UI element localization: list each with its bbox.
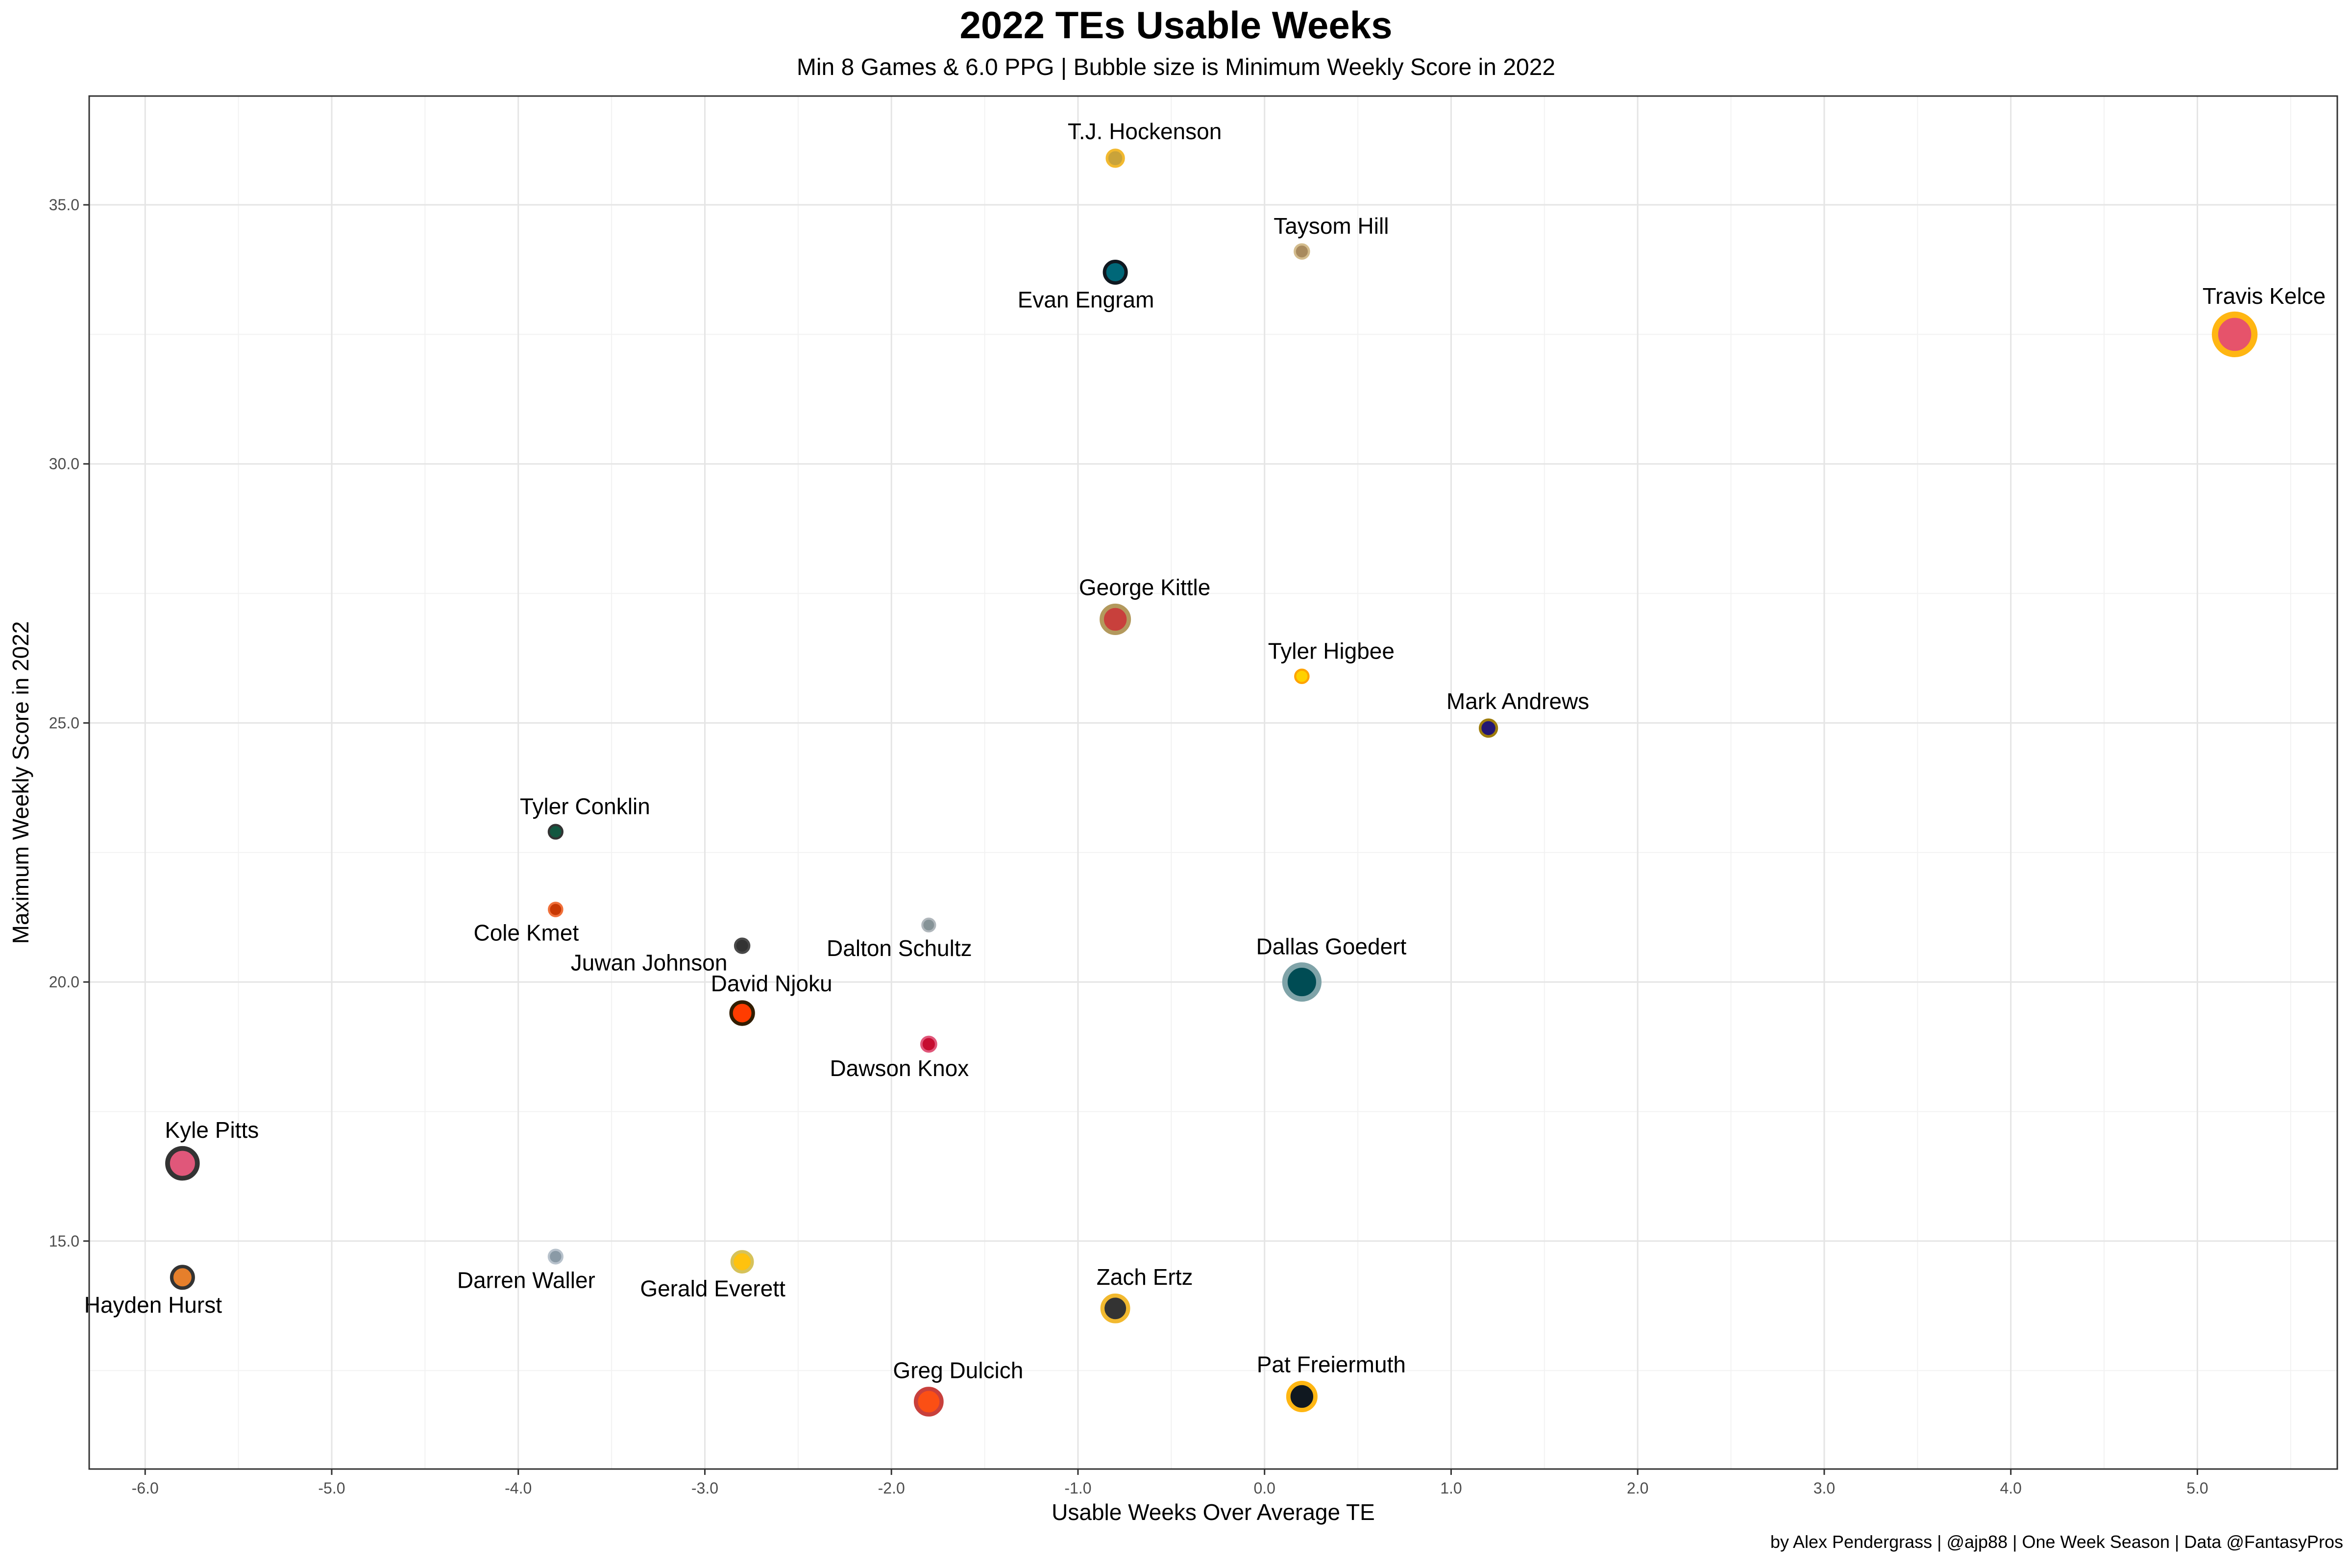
- point-label: Tyler Conklin: [520, 794, 650, 819]
- point-label: Gerald Everett: [640, 1276, 785, 1301]
- y-tick-label: 35.0: [49, 196, 79, 214]
- point-label: Kyle Pitts: [165, 1117, 259, 1143]
- point-label: David Njoku: [711, 971, 833, 996]
- data-point: [1294, 668, 1310, 685]
- point-label: Dallas Goedert: [1256, 933, 1406, 959]
- point-labels: T.J. Hockenson Taysom Hill Evan Engram Trav…: [84, 119, 2326, 1383]
- point-label: T.J. Hockenson: [1068, 119, 1222, 144]
- data-points: [165, 148, 2258, 1417]
- data-point: [1105, 148, 1125, 168]
- point-label: Zach Ertz: [1097, 1264, 1193, 1290]
- data-point: [921, 917, 936, 932]
- chart-title: 2022 TEs Usable Weeks: [959, 3, 1393, 47]
- data-point: [729, 1000, 755, 1026]
- x-axis-ticks: -6.0 -5.0 -4.0 -3.0 -2.0 -1.0 0.0 1.0 2.0 3.0 4.0 5…: [132, 1469, 2208, 1497]
- x-tick-label: 2.0: [1627, 1479, 1648, 1497]
- data-point: [1102, 259, 1128, 285]
- x-tick-label: 0.0: [1253, 1479, 1275, 1497]
- x-tick-label: -6.0: [132, 1479, 159, 1497]
- y-axis-ticks: 15.0 20.0 25.0 30.0 35.0: [49, 196, 89, 1250]
- data-point: [165, 1146, 200, 1181]
- x-tick-label: 3.0: [1813, 1479, 1835, 1497]
- x-tick-label: 1.0: [1440, 1479, 1462, 1497]
- x-tick-label: -4.0: [505, 1479, 532, 1497]
- minor-gridlines: [89, 96, 2337, 1469]
- point-label: Juwan Johnson: [571, 950, 728, 976]
- data-point: [920, 1035, 937, 1053]
- data-point: [1100, 1293, 1130, 1323]
- point-label: George Kittle: [1079, 574, 1210, 600]
- data-point: [734, 937, 751, 954]
- x-axis-title: Usable Weeks Over Average TE: [1052, 1499, 1375, 1525]
- point-label: Evan Engram: [1018, 287, 1154, 313]
- data-point: [547, 1249, 564, 1265]
- y-tick-label: 30.0: [49, 455, 79, 473]
- data-point: [1282, 962, 1322, 1002]
- chart-subtitle: Min 8 Games & 6.0 PPG | Bubble size is M…: [796, 54, 1556, 80]
- point-label: Dalton Schultz: [827, 935, 972, 961]
- point-label: Taysom Hill: [1274, 213, 1389, 239]
- chart-caption: by Alex Pendergrass | @ajp88 | One Week …: [1770, 1532, 2343, 1552]
- x-tick-label: -5.0: [318, 1479, 345, 1497]
- data-point: [1294, 243, 1310, 260]
- x-tick-label: -1.0: [1064, 1479, 1091, 1497]
- data-point: [547, 824, 564, 840]
- y-axis-title: Maximum Weekly Score in 2022: [8, 621, 33, 944]
- point-label: Tyler Higbee: [1268, 638, 1395, 664]
- point-label: Mark Andrews: [1446, 688, 1589, 714]
- point-label: Greg Dulcich: [893, 1357, 1023, 1383]
- data-point: [548, 902, 564, 917]
- data-point: [170, 1265, 195, 1290]
- major-gridlines: [89, 96, 2337, 1469]
- point-label: Hayden Hurst: [84, 1292, 222, 1318]
- x-tick-label: 5.0: [2186, 1479, 2208, 1497]
- y-tick-label: 25.0: [49, 714, 79, 732]
- x-tick-label: -2.0: [878, 1479, 905, 1497]
- data-point: [1478, 718, 1498, 738]
- point-label: Travis Kelce: [2203, 283, 2326, 309]
- y-tick-label: 20.0: [49, 973, 79, 991]
- data-point: [913, 1387, 944, 1417]
- data-point: [2211, 311, 2258, 358]
- point-label: Pat Freiermuth: [1257, 1351, 1406, 1377]
- data-point: [730, 1250, 754, 1274]
- point-label: Dawson Knox: [830, 1055, 969, 1081]
- x-tick-label: -3.0: [691, 1479, 718, 1497]
- data-point: [1286, 1380, 1318, 1412]
- point-label: Cole Kmet: [473, 920, 579, 946]
- plot-panel: [89, 96, 2337, 1469]
- plot-border: [88, 95, 2338, 1470]
- data-point: [1100, 603, 1131, 635]
- y-tick-label: 15.0: [49, 1232, 79, 1250]
- x-tick-label: 4.0: [2000, 1479, 2021, 1497]
- point-label: Darren Waller: [457, 1267, 595, 1293]
